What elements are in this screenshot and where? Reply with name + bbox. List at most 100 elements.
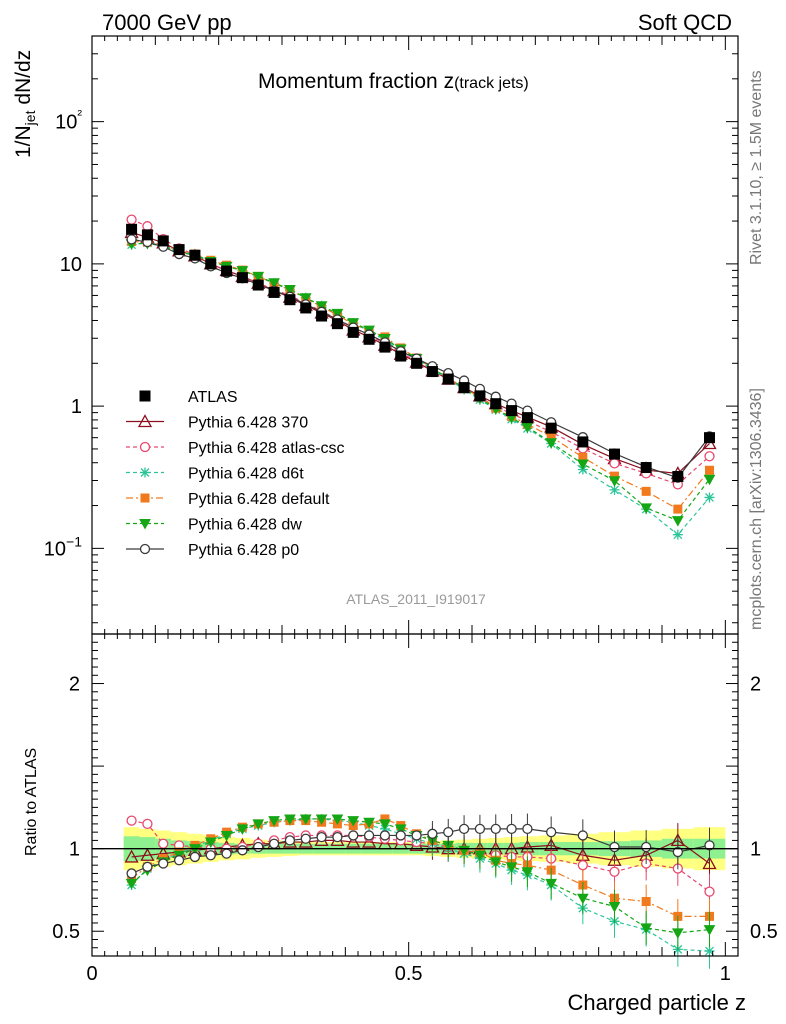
series-point-dw — [331, 308, 344, 320]
ratio-point-p0 — [189, 851, 201, 863]
legend-marker-default — [140, 493, 150, 503]
ratio-point-p0 — [268, 838, 280, 849]
main-title-sub: (track jets) — [454, 75, 529, 92]
series-point-dw — [236, 266, 249, 277]
data-point-atlas — [252, 279, 264, 291]
series-point-dw — [576, 459, 589, 471]
legend-marker-d6t — [140, 467, 150, 478]
data-point-atlas — [363, 333, 375, 345]
series-point-dw — [671, 516, 684, 527]
series-point-dw — [703, 474, 716, 486]
ratio-point-p0 — [158, 858, 169, 869]
data-point-atlas — [442, 373, 454, 385]
main-title: Momentum fraction z(track jets) — [258, 70, 529, 93]
legend-label-d6t: Pythia 6.428 d6t — [188, 466, 304, 483]
ratio-panel: 0 0.5 1 0.5 0.5 1 1 2 2 — [52, 633, 778, 985]
legend-label-atlas-csc: Pythia 6.428 atlas-csc — [188, 440, 345, 457]
data-point-atlas — [704, 432, 715, 444]
ratio-point-p0 — [253, 841, 264, 853]
ratio-point-dw — [640, 923, 653, 934]
legend-marker-p0 — [139, 543, 151, 555]
ratio-point-d6t — [704, 946, 715, 957]
ratio-point-atlas-csc — [577, 860, 588, 871]
ratio-point-p0 — [237, 845, 248, 856]
series-point-dw — [640, 503, 653, 514]
ratio-point-dw — [331, 814, 344, 825]
ratio-point-p0 — [704, 840, 715, 851]
ratio-point-p0 — [506, 823, 517, 835]
legend-marker-370 — [137, 414, 153, 428]
x-axis-label: Charged particle z — [567, 990, 746, 1015]
header-left-text: 7000 GeV pp — [102, 10, 232, 35]
ratio-point-dw — [608, 901, 621, 913]
ratio-point-default — [641, 897, 651, 907]
main-axes-layer: 10−1 1 10 10² — [44, 35, 739, 635]
ratio-tick-label: 2 — [69, 674, 80, 696]
header-right-text: Soft QCD — [638, 10, 732, 35]
data-point-atlas — [577, 436, 589, 448]
ratio-point-p0 — [411, 830, 422, 841]
ratio-point-p0 — [395, 830, 406, 841]
data-point-atlas — [426, 366, 438, 378]
y-label-main: 1/N — [12, 125, 35, 158]
data-point-atlas — [157, 235, 169, 247]
ratio-point-dw — [363, 817, 375, 829]
data-point-atlas — [331, 318, 343, 330]
ratio-point-p0 — [284, 835, 296, 846]
series-point-atlas-csc — [609, 458, 620, 469]
ratio-point-dw — [703, 925, 716, 936]
ratio-frame — [91, 633, 739, 957]
series-point-dw — [268, 278, 280, 289]
ratio-point-dw — [489, 857, 502, 868]
main-y-tick-label: 10² — [55, 107, 82, 134]
ratio-tick-label: 0.5 — [52, 921, 80, 943]
main-y-tick-label: 10 — [60, 254, 82, 276]
legend-label-dw: Pythia 6.428 dw — [188, 517, 302, 534]
ratio-point-dw — [220, 830, 233, 842]
data-point-atlas — [284, 294, 296, 306]
main-y-tick-label: 10−1 — [44, 533, 82, 560]
ratio-point-dw — [474, 850, 486, 862]
series-point-dw — [284, 284, 296, 296]
ratio-point-p0 — [609, 841, 620, 853]
ratio-point-atlas-csc — [158, 838, 169, 849]
ratio-point-p0 — [641, 841, 652, 853]
data-point-atlas — [221, 265, 233, 277]
data-point-atlas — [379, 341, 391, 353]
ratio-axes-layer: 0 0.5 1 0.5 0.5 1 1 2 2 — [52, 633, 778, 985]
watermark-label: ATLAS_2011_I919017 — [346, 591, 486, 607]
series-point-p0 — [126, 234, 137, 245]
data-point-atlas — [347, 326, 359, 338]
ratio-point-atlas-csc — [142, 818, 153, 830]
data-point-atlas — [316, 310, 328, 322]
series-point-d6t — [672, 529, 683, 540]
data-point-atlas — [458, 382, 470, 394]
ratio-point-p0 — [672, 846, 683, 858]
data-point-atlas — [141, 229, 153, 241]
series-point-atlas-csc — [126, 214, 137, 225]
ratio-point-p0 — [458, 823, 470, 835]
ratio-point-p0 — [443, 827, 454, 838]
ratio-point-370 — [140, 847, 155, 861]
ratio-point-dw — [299, 814, 312, 825]
data-point-atlas — [126, 223, 138, 235]
data-point-atlas — [521, 412, 533, 424]
ratio-point-370 — [702, 856, 717, 870]
series-point-d6t — [609, 484, 620, 495]
ratio-point-370 — [346, 834, 361, 848]
main-y-axis-label: 1/Njet dN/dz — [12, 50, 38, 158]
ratio-point-dw — [347, 816, 360, 827]
legend-marker-atlas-csc — [139, 441, 151, 453]
ratio-point-dw — [394, 824, 407, 835]
ratio-y-axis-label: Ratio to ATLAS — [23, 748, 40, 856]
ratio-point-dw — [521, 867, 534, 878]
ratio-point-dw — [315, 814, 328, 825]
ratio-point-dw — [671, 928, 684, 939]
ratio-point-p0 — [379, 830, 391, 841]
legend-marker-dw — [139, 519, 151, 530]
ratio-point-p0 — [316, 831, 327, 843]
main-panel: 10−1 1 10 10² — [44, 35, 739, 635]
data-point-atlas — [411, 357, 423, 369]
data-point-atlas — [545, 422, 557, 434]
